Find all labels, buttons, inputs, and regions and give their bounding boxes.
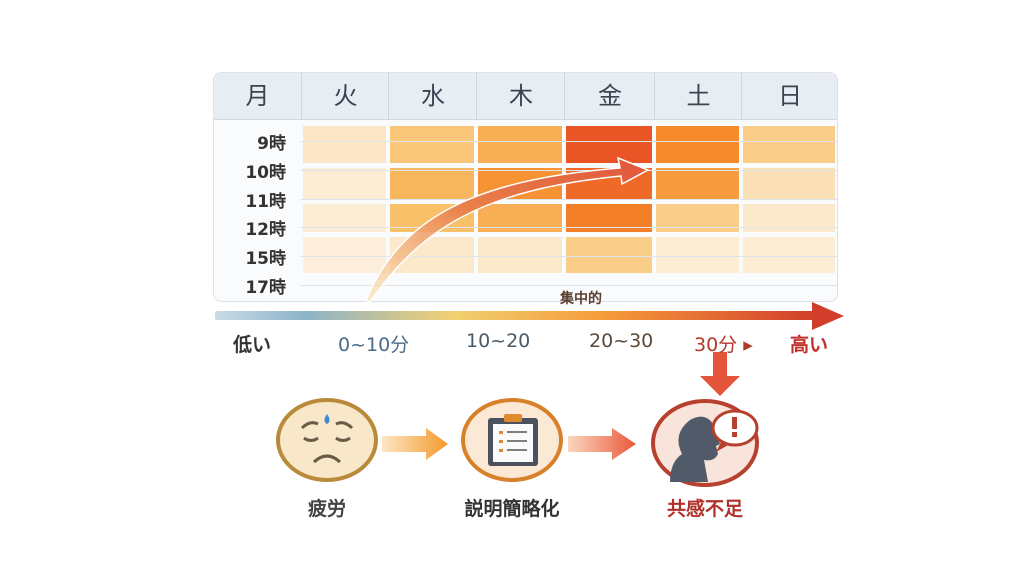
heat-cell [478, 237, 562, 273]
axis-tick-1: 10~20 [466, 330, 531, 352]
heat-cell [303, 237, 386, 273]
day-header-3: 木 [476, 73, 565, 119]
heat-cell [390, 126, 474, 163]
day-header-row: 月 火水木金土日 [214, 73, 837, 120]
hour-label-2: 11時 [245, 192, 286, 212]
heat-cell [656, 168, 739, 199]
scale-arrowhead [812, 302, 844, 330]
clipboard-icon [461, 398, 563, 482]
hour-label-0: 9時 [257, 134, 286, 154]
grid-line [300, 256, 837, 257]
day-header-2: 水 [388, 73, 477, 119]
axis-low-label: 低い [233, 334, 272, 356]
heatmap-table: 月 火水木金土日 9時 10時 11時 12時 15時 17時 [213, 72, 838, 302]
grid-line [300, 170, 837, 171]
day-header-0: 月 [245, 82, 270, 110]
trend-arrow [365, 156, 650, 303]
heat-cell [390, 168, 474, 199]
flow-arrow-1 [382, 428, 448, 460]
grid-line [300, 285, 837, 286]
down-arrow [700, 352, 740, 396]
day-header-1: 火 [301, 73, 389, 119]
heat-cell [743, 168, 835, 199]
heat-cell [303, 168, 386, 199]
hour-label-4: 15時 [245, 249, 286, 269]
day-header-6: 日 [741, 73, 837, 119]
hour-label-3: 12時 [245, 220, 286, 240]
heat-cell [303, 126, 386, 163]
heat-cell [656, 237, 739, 273]
flow-label-fatigue: 疲労 [307, 498, 346, 520]
hour-label-1: 10時 [245, 163, 286, 183]
heat-cell [478, 126, 562, 163]
grid-line [300, 141, 837, 142]
heat-cell [743, 126, 835, 163]
day-header-5: 土 [654, 73, 742, 119]
flow-label-empathy: 共感不足 [666, 498, 743, 520]
flow-label-simplify: 説明簡略化 [464, 498, 560, 520]
grid-line [300, 199, 837, 200]
hour-label-5: 17時 [245, 278, 286, 298]
heat-cell [743, 237, 835, 273]
trend-label: 集中的 [560, 291, 602, 307]
axis-tick-2: 20~30 [589, 330, 654, 352]
scale-bar [215, 311, 815, 320]
day-header-4: 金 [564, 73, 655, 119]
heat-cell [566, 126, 652, 163]
axis-tick-3: 30分 ▸ [694, 334, 753, 356]
flow-arrow-2 [568, 428, 636, 460]
heat-cell [566, 237, 652, 273]
heat-cell [656, 126, 739, 163]
axis-high-label: 高い [790, 334, 829, 356]
speaking-person-icon [651, 399, 759, 487]
grid-line [300, 227, 837, 228]
tired-face-icon [276, 398, 378, 482]
axis-tick-0: 0~10分 [338, 334, 410, 356]
